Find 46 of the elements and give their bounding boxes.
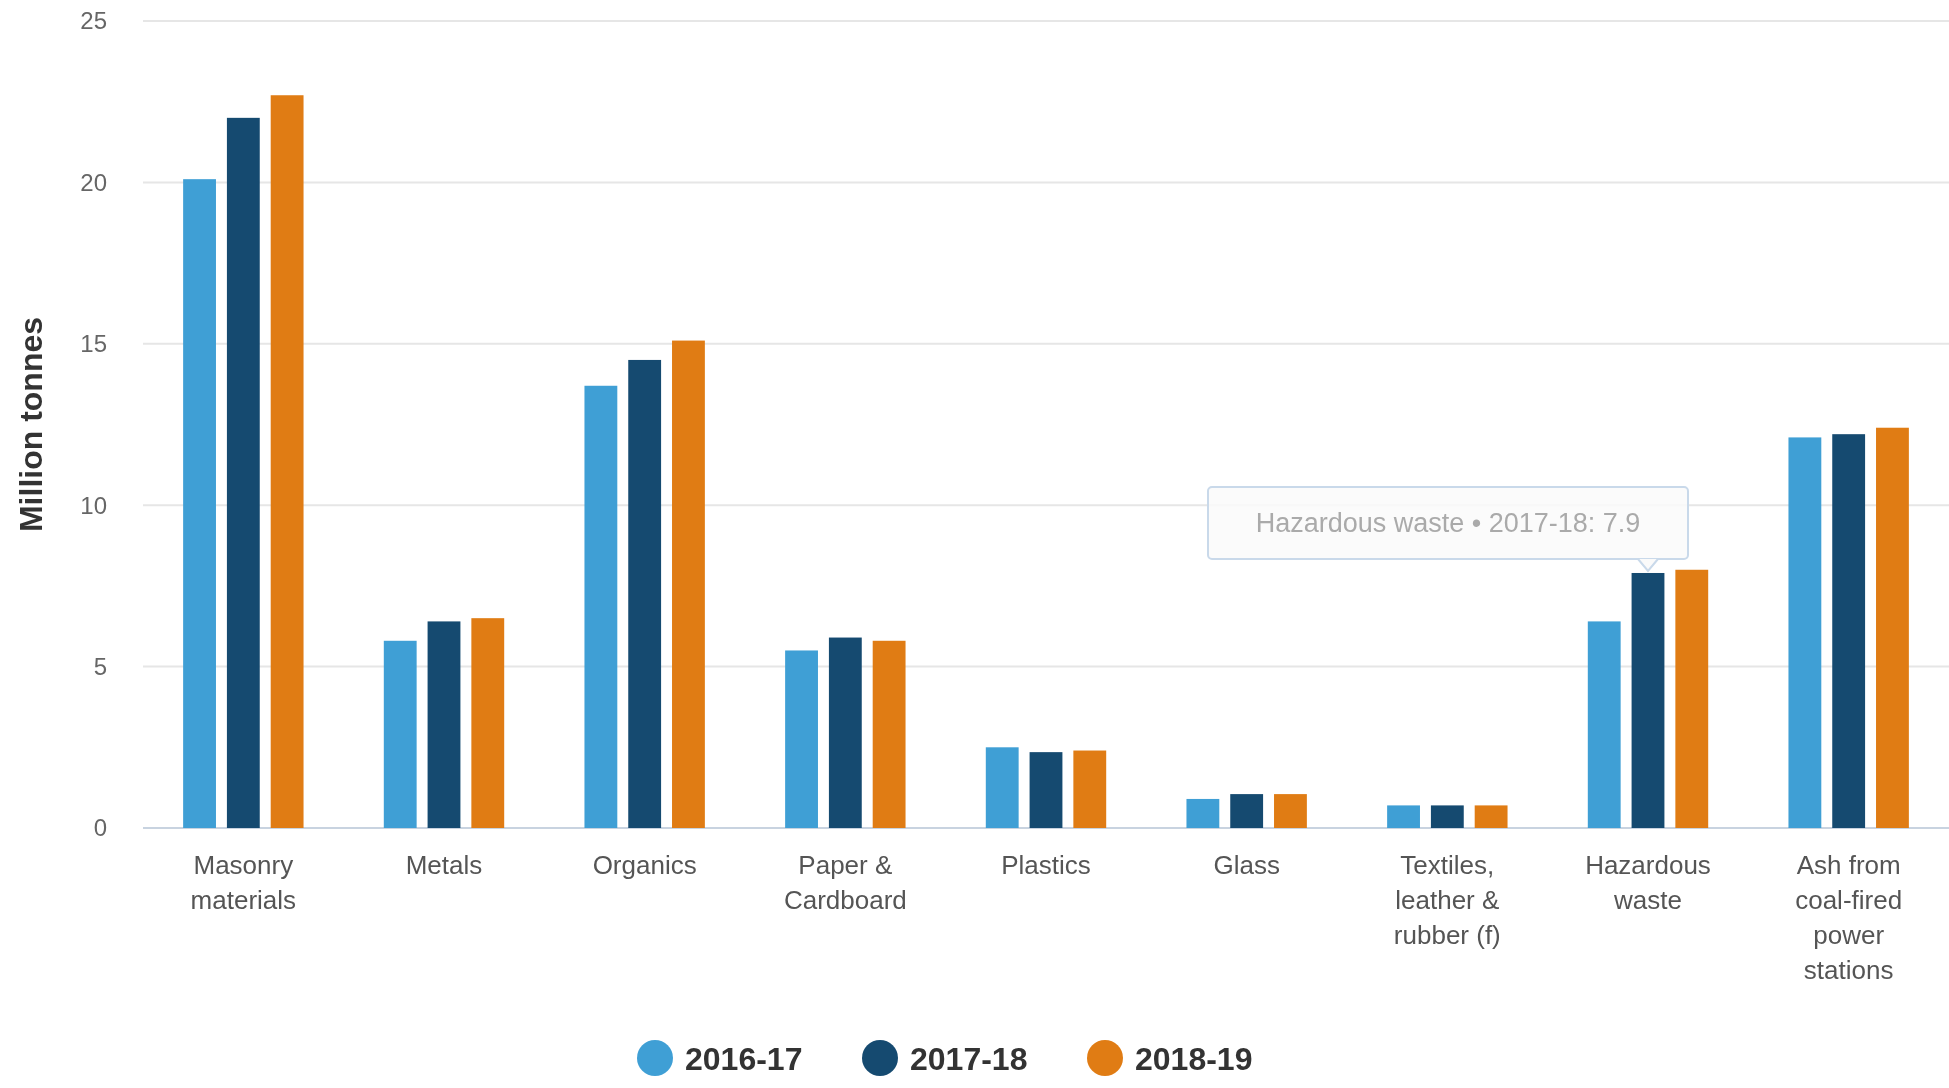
bar xyxy=(226,117,260,828)
x-tick-label: Metals xyxy=(405,850,483,880)
x-tick-label: Glass xyxy=(1213,850,1280,880)
bar xyxy=(383,640,417,828)
bar xyxy=(872,640,906,828)
y-tick-label: 25 xyxy=(80,7,107,35)
bar xyxy=(1474,805,1508,828)
bar xyxy=(785,650,818,828)
bar xyxy=(1832,434,1866,828)
legend-label: 2016-17 xyxy=(685,1041,803,1077)
bar xyxy=(1387,805,1420,828)
bar xyxy=(985,747,1019,828)
y-tick-label: 20 xyxy=(80,168,107,196)
x-tick-label: Ash from coal-fired power stations xyxy=(1795,850,1903,985)
y-tick-label: 0 xyxy=(93,814,107,842)
x-tick-label: Plastics xyxy=(1001,850,1091,880)
bar xyxy=(628,359,662,828)
y-tick-label: 15 xyxy=(80,330,107,358)
bar xyxy=(1876,427,1909,828)
legend-label: 2017-18 xyxy=(910,1041,1028,1077)
bar xyxy=(1587,621,1621,828)
y-tick-label: 10 xyxy=(80,491,107,519)
bar xyxy=(1186,798,1220,828)
annotation: Hazardous waste • 2017-18: 7.9 xyxy=(1255,508,1641,539)
bar xyxy=(1274,794,1307,828)
bar xyxy=(183,179,216,828)
bar xyxy=(471,618,505,828)
x-tick-label: Organics xyxy=(592,850,697,880)
x-tick-label: Hazardous waste xyxy=(1585,850,1711,915)
y-tick-label: 5 xyxy=(93,653,107,680)
bar xyxy=(1073,750,1107,828)
bar xyxy=(1675,569,1709,828)
bar xyxy=(828,637,862,828)
x-tick-label: Masonry materials xyxy=(190,850,297,915)
bar xyxy=(1230,794,1264,828)
legend-label: 2018-19 xyxy=(1135,1041,1253,1077)
bar xyxy=(584,385,618,828)
bar xyxy=(1029,752,1063,828)
x-tick-label: Paper & Cardboard xyxy=(783,850,907,915)
bar xyxy=(270,95,304,828)
y-axis-title: Million tonnes xyxy=(13,316,49,533)
bar xyxy=(672,340,705,828)
bar xyxy=(1430,805,1464,828)
bar xyxy=(1788,437,1822,828)
x-tick-label: Textiles, leather & rubber (f) xyxy=(1393,850,1501,950)
bar xyxy=(427,621,461,828)
